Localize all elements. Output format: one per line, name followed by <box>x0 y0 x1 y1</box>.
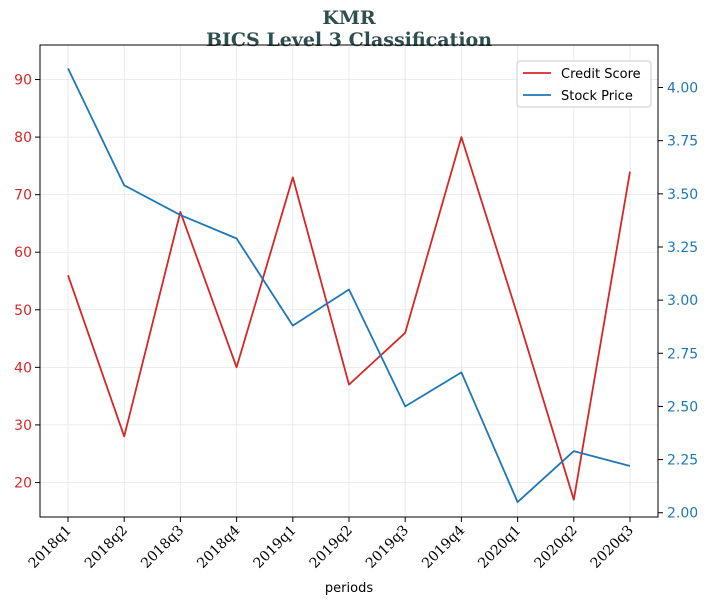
left-y-tick-label: 60 <box>14 245 32 261</box>
series-line-credit-score <box>67 136 631 501</box>
x-tick-label: 2019q3 <box>363 523 412 572</box>
left-y-tick-label: 30 <box>14 418 32 434</box>
x-tick-label: 2019q2 <box>307 523 356 572</box>
left-y-tick-label: 20 <box>14 475 32 491</box>
x-tick-label: 2019q1 <box>250 523 299 572</box>
right-y-tick-label: 4.00 <box>667 81 698 97</box>
chart-title: KMR <box>322 7 376 29</box>
right-y-tick-label: 3.25 <box>667 240 698 256</box>
left-y-axis: 20 30 40 50 60 70 80 90 <box>14 73 40 491</box>
x-tick-label: 2020q2 <box>531 523 580 572</box>
right-y-tick-label: 2.50 <box>667 399 698 415</box>
left-y-tick-label: 90 <box>14 73 32 89</box>
right-y-tick-label: 3.75 <box>667 134 698 150</box>
right-y-tick-label: 3.50 <box>667 187 698 203</box>
right-y-tick-label: 2.25 <box>667 453 698 469</box>
grid <box>40 45 658 517</box>
series-line-stock-price <box>67 68 631 504</box>
right-y-axis: 2.00 2.25 2.50 2.75 3.00 3.25 3.50 3.75 4.00 <box>658 81 698 522</box>
x-tick-label: 2018q4 <box>194 522 243 571</box>
right-y-tick-label: 3.00 <box>667 293 698 309</box>
x-tick-label: 2020q3 <box>588 523 637 572</box>
left-y-tick-label: 70 <box>14 188 32 204</box>
legend-label: Credit Score <box>561 67 641 82</box>
left-y-tick-label: 80 <box>14 130 32 146</box>
x-tick-label: 2020q1 <box>475 523 524 572</box>
left-y-tick-label: 50 <box>14 303 32 319</box>
x-axis: 2018q1 2018q2 2018q3 2018q4 2019q1 2019q2 2019… <box>26 517 637 572</box>
x-tick-label: 2018q2 <box>82 523 131 572</box>
x-tick-label: 2019q4 <box>419 522 468 571</box>
left-y-tick-label: 40 <box>14 360 32 376</box>
right-y-tick-label: 2.75 <box>667 346 698 362</box>
x-tick-label: 2018q3 <box>138 523 187 572</box>
legend-label: Stock Price <box>561 89 633 104</box>
legend: Credit Score Stock Price <box>516 60 652 108</box>
x-tick-label: 2018q1 <box>26 523 75 572</box>
x-axis-label: periods <box>325 581 373 596</box>
right-y-tick-label: 2.00 <box>667 506 698 522</box>
series-layer <box>67 68 631 504</box>
